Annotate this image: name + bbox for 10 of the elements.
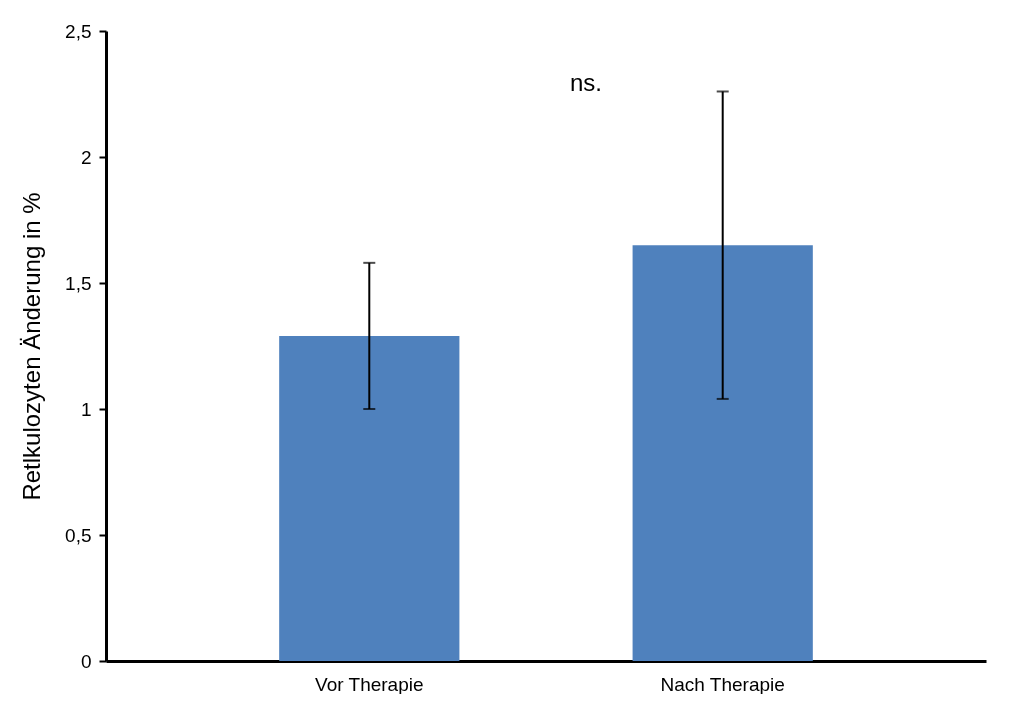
y-tick-label: 1 <box>80 398 92 420</box>
y-tick-label: 1,5 <box>65 272 92 294</box>
x-tick-label: Vor Therapie <box>315 673 424 695</box>
y-tick-label: 0 <box>80 650 92 672</box>
x-tick-label: Nach Therapie <box>660 673 785 695</box>
y-tick-label: 2 <box>80 146 92 168</box>
annotation: ns. <box>569 69 603 96</box>
y-tick-label: 0,5 <box>65 524 92 546</box>
y-tick-label: 2,5 <box>65 20 92 42</box>
y-axis-title: Retlkulozyten Änderung in % <box>18 192 46 501</box>
